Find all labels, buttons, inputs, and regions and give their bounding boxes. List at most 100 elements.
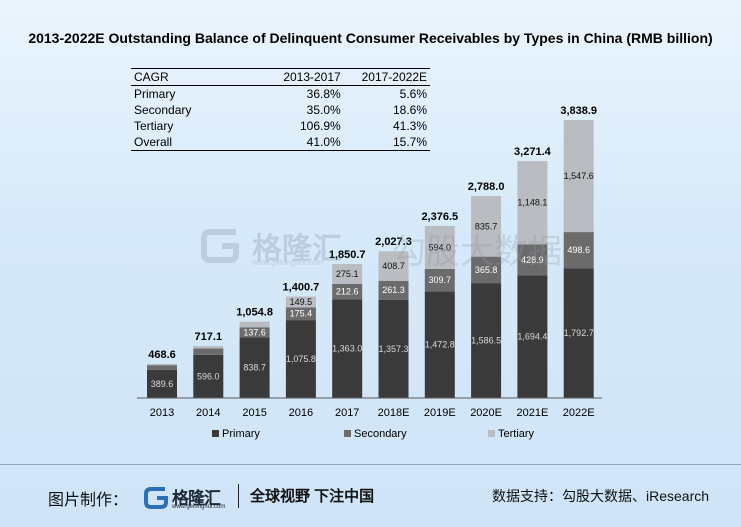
segment-label: 365.8 (475, 265, 498, 275)
segment-label: 1,075.8 (286, 354, 316, 364)
segment-label: 596.0 (197, 371, 220, 381)
bar-segment (563, 268, 594, 398)
bar-segment (424, 291, 455, 398)
cagr-header-row: CAGR 2013-2017 2017-2022E (131, 68, 430, 86)
legend-label: Secondary (354, 428, 407, 440)
bar-segment (332, 263, 363, 284)
chart-title: 2013-2022E Outstanding Balance of Delinq… (28, 30, 713, 46)
x-tick-label: 2022E (563, 407, 595, 419)
table-cell: Tertiary (134, 119, 174, 133)
bar-segment (332, 283, 363, 300)
bar-segment (424, 225, 455, 269)
legend-swatch (212, 430, 219, 437)
segment-label: 149.5 (290, 297, 313, 307)
segment-label: 838.7 (243, 363, 266, 373)
bar-segment (193, 354, 224, 398)
bar-segment (378, 299, 409, 398)
bar-segment (147, 365, 177, 370)
segment-label: 1,694.4 (517, 332, 547, 342)
x-tick-label: 2020E (470, 407, 502, 419)
table-cell: 35.0% (306, 103, 341, 117)
table-cell: 36.8% (306, 87, 341, 101)
legend-label: Primary (222, 428, 260, 440)
table-cell: 5.6% (399, 87, 427, 101)
total-label: 1,850.7 (329, 249, 366, 261)
bar-segment (332, 299, 363, 398)
brand-logo-icon (144, 487, 168, 509)
data-source: 数据支持：勾股大数据、iResearch (492, 488, 710, 504)
stacked-bar-chart: 389.6 468.6 2013 596.0 717.1 2014 838.7 137.6 1,… (137, 105, 602, 440)
cagr-header-cell: 2017-2022E (343, 68, 430, 86)
legend-label: Tertiary (498, 428, 535, 440)
bar-segment (285, 307, 316, 321)
total-label: 3,838.9 (560, 105, 597, 117)
x-tick-label: 2018E (378, 407, 410, 419)
bar-segment (378, 251, 409, 281)
bar-segment (517, 275, 548, 398)
table-cell: Overall (131, 134, 258, 151)
total-label: 2,788.0 (468, 181, 505, 193)
logo-text: 格隆汇 (172, 489, 221, 508)
bar-segment (285, 320, 316, 398)
bar-segment (471, 283, 502, 398)
segment-label: 498.6 (567, 245, 590, 255)
bar-segment (378, 280, 409, 300)
x-tick-label: 2019E (424, 407, 456, 419)
segment-label: 1,472.8 (425, 340, 455, 350)
total-label: 2,027.3 (375, 236, 412, 248)
segment-label: 1,357.3 (378, 344, 408, 354)
bar-segment (285, 296, 316, 308)
footer-logo: 格隆汇 www.gelonghui.com (142, 482, 232, 514)
total-label: 468.6 (148, 349, 176, 361)
x-tick-label: 2013 (150, 407, 174, 419)
made-by-label: 图片制作： (48, 492, 129, 509)
footer: 图片制作： 格隆汇 www.gelonghui.com 全球视野 下注中国 数据… (0, 465, 741, 527)
legend-swatch (488, 430, 495, 437)
bar-segment (147, 364, 177, 366)
bar-segment (517, 244, 548, 276)
bar-segment (563, 120, 594, 233)
table-cell: 15.7% (343, 134, 430, 151)
segment-label: 1,363.0 (332, 344, 362, 354)
x-tick-label: 2014 (196, 407, 220, 419)
x-tick-label: 2021E (516, 407, 548, 419)
table-row: Tertiary 106.9% 41.3% (131, 118, 430, 134)
segment-label: 428.9 (521, 255, 544, 265)
bar-segment (193, 348, 224, 355)
segment-label: 137.6 (243, 327, 266, 337)
table-cell: Primary (134, 87, 176, 101)
logo-url: www.gelonghui.com (172, 504, 226, 510)
segment-label: 261.3 (382, 285, 405, 295)
segment-label: 1,586.5 (471, 336, 501, 346)
segment-label: 594.0 (429, 242, 452, 252)
x-tick-label: 2017 (335, 407, 359, 419)
legend-swatch (344, 430, 351, 437)
table-cell: 41.3% (392, 119, 427, 133)
bar-segment (239, 327, 270, 338)
footer-divider-line (0, 464, 741, 465)
table-row: Primary 36.8% 5.6% (131, 86, 430, 103)
total-label: 1,054.8 (236, 307, 273, 319)
table-cell: 18.6% (392, 103, 427, 117)
segment-label: 835.7 (475, 221, 498, 231)
segment-label: 408.7 (382, 261, 405, 271)
segment-label: 212.6 (336, 287, 359, 297)
bar-segment (563, 232, 594, 269)
total-label: 717.1 (195, 331, 223, 343)
bar-segment (471, 196, 502, 257)
bar-segment (239, 337, 270, 398)
total-label: 3,271.4 (514, 146, 552, 158)
bar-segment (424, 268, 455, 292)
total-label: 2,376.5 (421, 211, 458, 223)
cagr-header-cell: CAGR (131, 68, 258, 86)
table-row: Overall 41.0% 15.7% (131, 134, 430, 151)
cagr-header-cell: 2013-2017 (257, 68, 344, 86)
segment-label: 389.6 (151, 379, 174, 389)
total-label: 1,400.7 (283, 282, 320, 294)
segment-label: 1,547.6 (564, 171, 594, 181)
table-cell: Secondary (134, 103, 192, 117)
segment-label: 175.4 (290, 309, 313, 319)
bar-segment (147, 369, 177, 398)
bar-segment (471, 256, 502, 284)
cagr-table: CAGR 2013-2017 2017-2022E Primary 36.8% … (131, 68, 430, 151)
